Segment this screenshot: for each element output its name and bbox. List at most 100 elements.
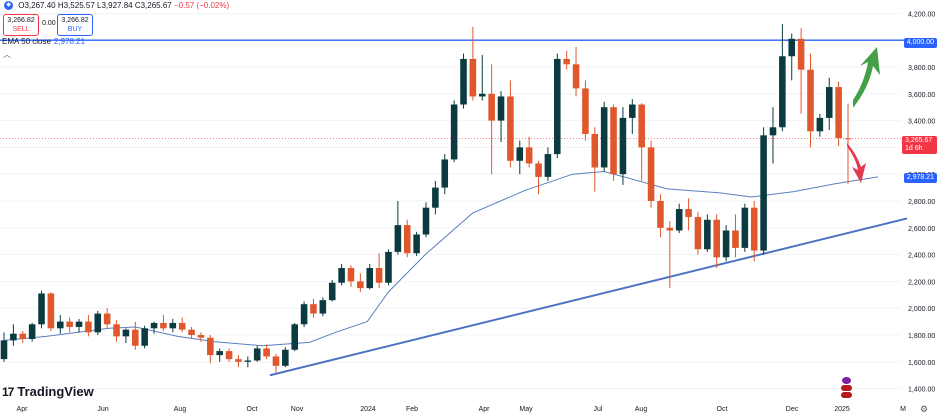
- candle: [94, 310, 102, 336]
- x-tick-label: Dec: [786, 406, 799, 413]
- candle: [328, 280, 336, 302]
- y-tick-label: 2,600.00: [908, 226, 935, 233]
- sell-button[interactable]: 3,266.82 SELL: [3, 14, 39, 36]
- grid-lines: [0, 12, 900, 390]
- candle: [572, 46, 580, 97]
- candle-body: [507, 96, 514, 161]
- y-tick-label: 3,800.00: [908, 65, 935, 72]
- candle-body: [488, 93, 495, 121]
- current-price-label: 3,265.67 1d 6h: [902, 136, 937, 154]
- down-arrow-icon: [847, 143, 866, 183]
- candle: [610, 104, 617, 181]
- candle-body: [666, 227, 674, 231]
- y-axis[interactable]: 4,200.004,000.003,800.003,600.003,400.00…: [908, 11, 935, 393]
- candle-body: [694, 217, 702, 250]
- candle-body: [582, 88, 589, 134]
- close-label: C: [134, 1, 141, 10]
- candle: [291, 322, 298, 352]
- candle: [788, 33, 796, 81]
- candle: [28, 322, 36, 342]
- event-icon: [841, 377, 851, 384]
- candle-body: [103, 313, 111, 325]
- candle: [263, 344, 270, 360]
- candle-body: [19, 333, 27, 340]
- ohlc-legend: ◆ O3,267.40 H3,525.57 L3,927.84 C3,265.6…: [4, 1, 230, 11]
- x-axis[interactable]: Apr Jun Aug Oct Nov 2024 Feb Apr May Jul Aug Oct Dec…: [17, 406, 907, 413]
- buy-button[interactable]: 3,266.82 BUY: [57, 14, 93, 36]
- candle-body: [347, 268, 355, 282]
- ema-50-line: [3, 170, 879, 347]
- candle: [591, 127, 599, 192]
- forecast-arrows: [847, 47, 880, 183]
- candle: [394, 200, 402, 255]
- candle: [769, 107, 777, 164]
- candle-body: [685, 209, 692, 218]
- candle-body: [291, 324, 298, 350]
- candle: [197, 332, 205, 342]
- trendline[interactable]: [269, 217, 908, 377]
- y-tick-label: 3,600.00: [908, 92, 935, 99]
- candle-body: [328, 282, 336, 301]
- candle-body: [525, 147, 533, 164]
- candle-body: [28, 324, 36, 340]
- candle-body: [704, 219, 711, 250]
- candle: [0, 332, 8, 362]
- candle: [244, 356, 252, 368]
- candle: [113, 320, 120, 342]
- candle: [816, 113, 824, 137]
- candle: [741, 203, 749, 252]
- candle: [497, 91, 505, 143]
- candle: [216, 348, 223, 362]
- indicator-label: EMA 50 close: [2, 37, 51, 46]
- candle: [760, 127, 767, 255]
- symbol-logo-icon: ◆: [4, 1, 13, 11]
- candle-body: [722, 230, 730, 258]
- candle-body: [94, 313, 102, 333]
- candle-body: [563, 58, 570, 65]
- candle-body: [610, 107, 617, 175]
- candle: [375, 253, 383, 289]
- candle-body: [85, 321, 92, 333]
- x-tick-label: Apr: [479, 406, 491, 413]
- candle-body: [150, 322, 158, 329]
- candle: [807, 53, 814, 148]
- candle-body: [216, 351, 223, 356]
- candle-body: [816, 117, 824, 132]
- candle: [732, 214, 739, 258]
- candle: [169, 318, 177, 333]
- candle-body: [572, 64, 580, 89]
- up-arrow-icon: [853, 47, 880, 108]
- candle: [160, 314, 167, 331]
- open-label: O: [18, 1, 25, 10]
- y-tick-label: 1,600.00: [908, 360, 935, 367]
- candle-body: [253, 348, 261, 361]
- candle-body: [619, 117, 627, 175]
- level-price-label: 4,000.00: [903, 38, 937, 48]
- candle: [619, 107, 627, 185]
- candle-body: [10, 333, 17, 341]
- candle: [253, 345, 261, 362]
- y-tick-label: 2,000.00: [908, 306, 935, 313]
- candle-body: [207, 337, 214, 356]
- event-markers[interactable]: [839, 376, 853, 400]
- candle: [235, 355, 242, 368]
- change-value: −0.57 (−0.02%): [173, 1, 230, 10]
- indicator-legend[interactable]: EMA 50 close 2,978.21: [2, 37, 85, 46]
- candle-body: [591, 133, 599, 168]
- candle: [132, 321, 139, 350]
- candle-body: [450, 104, 458, 160]
- candle: [85, 314, 92, 337]
- candle-body: [413, 234, 420, 254]
- flag-icon: [840, 392, 852, 398]
- y-tick-label: 4,200.00: [908, 11, 935, 18]
- candle: [750, 200, 758, 262]
- settings-gear-icon[interactable]: ⚙: [920, 404, 929, 414]
- low-value: 3,927.84: [101, 1, 133, 10]
- candle: [488, 64, 495, 175]
- candle: [103, 308, 111, 329]
- collapse-legend-icon[interactable]: ︿: [3, 50, 11, 59]
- candle: [516, 140, 524, 175]
- candle: [844, 103, 852, 184]
- candle: [413, 231, 420, 256]
